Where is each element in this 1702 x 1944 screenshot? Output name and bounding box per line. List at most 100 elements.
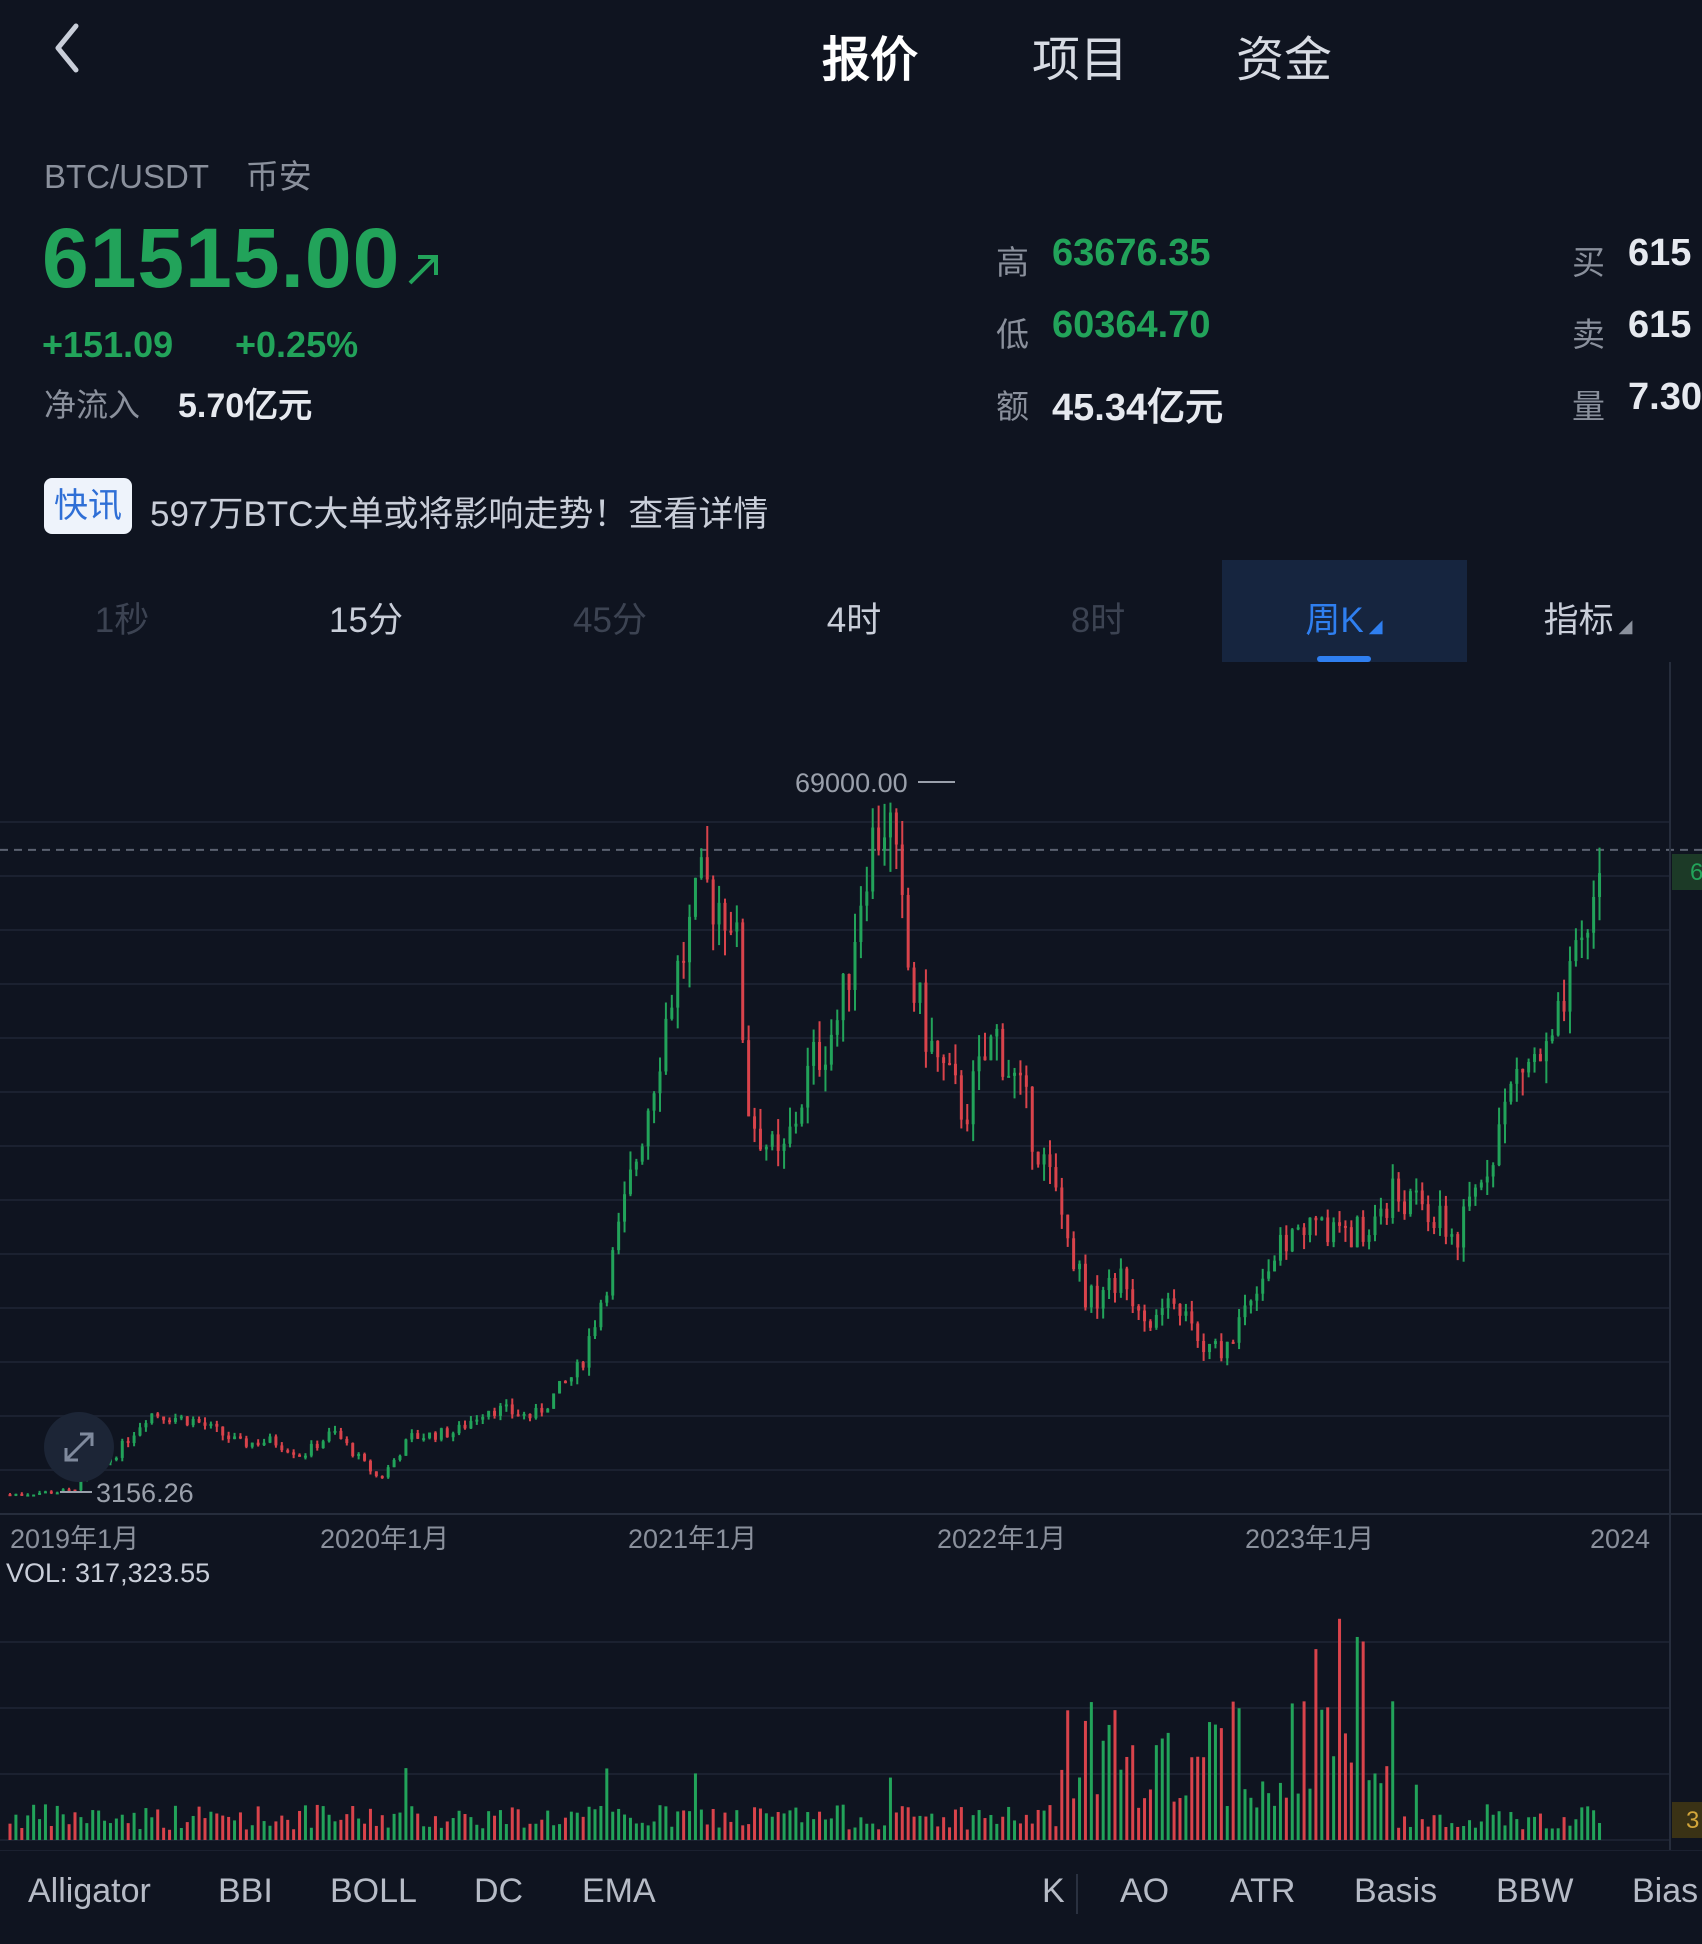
candle-body — [676, 960, 680, 1008]
candle-body — [1184, 1311, 1188, 1316]
news-tag[interactable]: 快讯 — [44, 478, 132, 534]
candle-body — [812, 1041, 816, 1066]
candle-body — [463, 1424, 467, 1429]
period-tab-4h[interactable]: 4时 — [826, 601, 882, 640]
indicator-basis[interactable]: Basis — [1354, 1872, 1438, 1910]
candle-body — [292, 1452, 296, 1455]
candle-body — [410, 1433, 414, 1440]
indicator-ao[interactable]: AO — [1120, 1872, 1170, 1910]
pair-label: BTC/USDT 币安 — [44, 150, 312, 198]
volume-bar — [995, 1823, 999, 1840]
candle-body — [930, 1040, 934, 1052]
candle-body — [481, 1416, 485, 1420]
volume-bar — [1030, 1823, 1034, 1840]
candle-body — [215, 1423, 219, 1427]
period-tab-15m[interactable]: 15分 — [329, 601, 403, 640]
candle-body — [422, 1438, 426, 1441]
candle-body — [197, 1418, 201, 1423]
volume-bar — [97, 1810, 101, 1840]
fullscreen-button[interactable] — [44, 1412, 114, 1482]
candle-body — [1119, 1268, 1123, 1293]
period-tab-weekly-label: 周K — [1305, 601, 1364, 640]
candle-body — [1550, 1035, 1554, 1042]
candle-body — [918, 982, 922, 1003]
back-button[interactable] — [40, 18, 100, 78]
volume-bar — [38, 1819, 42, 1840]
netflow-label: 净流入 — [44, 387, 141, 423]
volume-bar — [1574, 1819, 1578, 1840]
candle-body — [26, 1494, 30, 1497]
volume-bar — [983, 1818, 987, 1840]
candle-body — [416, 1433, 420, 1439]
candle-body — [280, 1445, 284, 1451]
volume-bar — [1273, 1805, 1277, 1840]
candle-body — [339, 1430, 343, 1439]
candle-body — [948, 1063, 952, 1066]
right-price-tag-label: 6 — [1690, 859, 1702, 886]
period-tab-weekly[interactable]: 周K ◢ — [1222, 592, 1466, 643]
volume-bar — [61, 1814, 65, 1840]
tab-quote[interactable]: 报价 — [822, 34, 919, 87]
candle-body — [1202, 1340, 1206, 1353]
volume-bar — [144, 1808, 148, 1840]
volume-bar — [812, 1819, 816, 1840]
candle-body — [1361, 1216, 1365, 1242]
candle-body — [841, 973, 845, 1021]
expand-icon — [64, 1432, 94, 1462]
period-active-background — [1222, 560, 1467, 662]
volume-bar — [345, 1814, 349, 1840]
volume-bar — [1267, 1793, 1271, 1840]
volume-bar — [114, 1818, 118, 1840]
volume-bar — [823, 1819, 827, 1840]
candle-body — [504, 1404, 508, 1407]
volume-bar — [1196, 1756, 1200, 1840]
candle-body — [835, 1020, 839, 1035]
volume-bar — [227, 1816, 231, 1840]
dropdown-corner-icon: ◢ — [1363, 616, 1383, 636]
indicator-bbw[interactable]: BBW — [1496, 1872, 1574, 1910]
candle-body — [126, 1440, 130, 1444]
volume-bar — [120, 1814, 124, 1840]
volume-bar — [1178, 1798, 1182, 1840]
indicator-boll[interactable]: BOLL — [330, 1872, 417, 1910]
x-tick-label: 2020年1月 — [320, 1524, 449, 1554]
indicator-atr[interactable]: ATR — [1230, 1872, 1296, 1910]
indicator-alligator[interactable]: Alligator — [28, 1872, 151, 1910]
candle-body — [823, 1064, 827, 1070]
volume-bar — [439, 1827, 443, 1840]
candle-body — [995, 1028, 999, 1037]
period-tab-8h[interactable]: 8时 — [1070, 601, 1126, 640]
tab-funds[interactable]: 资金 — [1236, 34, 1333, 87]
candle-body — [682, 960, 686, 963]
candle-body — [871, 827, 875, 892]
candle-body — [1326, 1217, 1330, 1243]
volume-bar — [1444, 1826, 1448, 1840]
candle-body — [1509, 1083, 1513, 1102]
indicator-tab[interactable]: 指标 ◢ — [1466, 592, 1702, 643]
candle-body — [1113, 1277, 1117, 1293]
indicator-bbi[interactable]: BBI — [218, 1872, 273, 1910]
candle-body — [404, 1439, 408, 1456]
candle-body — [1284, 1234, 1288, 1252]
candle-body — [55, 1492, 59, 1495]
indicator-ema[interactable]: EMA — [582, 1872, 656, 1910]
candle-body — [363, 1454, 367, 1461]
candle-body — [563, 1381, 567, 1384]
news-headline[interactable]: 597万BTC大单或将影响走势！查看详情 — [150, 495, 769, 534]
period-tab-1s[interactable]: 1秒 — [94, 601, 150, 640]
indicator-dc[interactable]: DC — [474, 1872, 524, 1910]
kline-chart[interactable]: 69000.00 3156.26 2019年1月 2020年1月 2021年1月 20… — [0, 662, 1702, 1850]
indicator-k[interactable]: K — [1042, 1872, 1065, 1910]
candle-body — [617, 1221, 621, 1251]
tab-project[interactable]: 项目 — [1032, 34, 1129, 87]
volume-bar — [498, 1810, 502, 1840]
period-tab-45m[interactable]: 45分 — [573, 601, 647, 640]
volume-bar — [244, 1829, 248, 1840]
indicator-bias[interactable]: Bias — [1632, 1872, 1699, 1910]
volume-bar — [173, 1805, 177, 1840]
right-price-tag — [1672, 854, 1702, 890]
volume-bar — [1208, 1722, 1212, 1840]
candle-body — [168, 1420, 172, 1423]
volume-bar — [1166, 1732, 1170, 1840]
volume-bar — [185, 1822, 189, 1840]
